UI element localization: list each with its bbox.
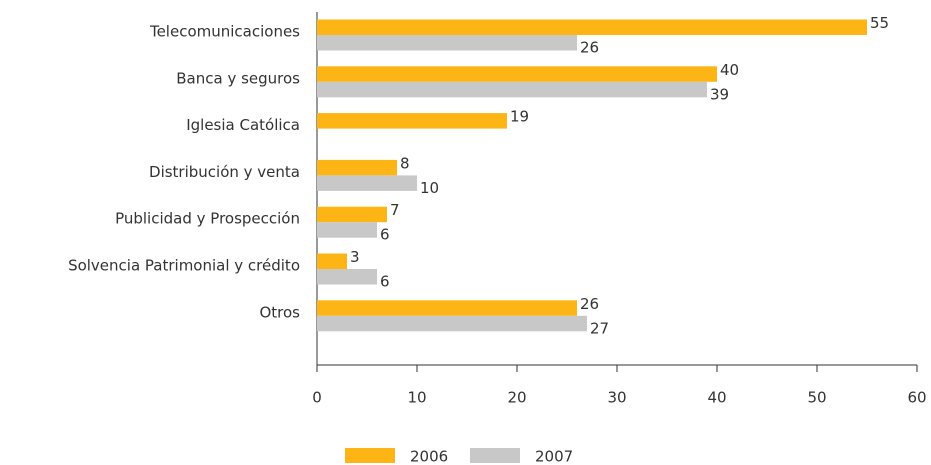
bar [317, 113, 507, 129]
data-label: 40 [720, 61, 739, 79]
y-tick-label: Publicidad y Prospección [115, 210, 300, 228]
bar [317, 222, 377, 238]
x-tick-label: 30 [607, 389, 626, 407]
y-tick-label: Banca y seguros [176, 69, 300, 87]
x-tick-label: 50 [807, 389, 826, 407]
data-label: 6 [380, 273, 390, 291]
legend-swatch [470, 448, 520, 463]
y-tick-label: Iglesia Católica [186, 116, 300, 134]
bar [317, 81, 707, 98]
bar [317, 66, 717, 82]
y-tick-label: Solvencia Patrimonial y crédito [68, 257, 300, 275]
bar [317, 159, 397, 176]
bar [317, 269, 377, 285]
x-tick-label: 10 [407, 389, 426, 407]
bar [317, 35, 577, 51]
legend-swatch [345, 448, 395, 463]
y-tick-label: Telecomunicaciones [149, 23, 300, 41]
data-label: 8 [400, 154, 410, 172]
data-label: 55 [870, 14, 889, 32]
bar [317, 253, 347, 269]
data-label: 26 [580, 39, 599, 57]
data-label: 27 [590, 319, 609, 337]
y-tick-label: Distribución y venta [149, 163, 300, 181]
data-label: 39 [710, 85, 729, 103]
x-tick-label: 60 [907, 389, 926, 407]
data-label: 26 [580, 295, 599, 313]
bar [317, 315, 587, 332]
x-tick-label: 40 [707, 389, 726, 407]
legend-label: 2007 [535, 448, 573, 465]
data-label: 6 [380, 226, 390, 244]
bar [317, 300, 577, 316]
legend-label: 2006 [410, 448, 448, 465]
data-label: 7 [390, 201, 400, 219]
bar [317, 206, 387, 223]
x-tick-label: 0 [312, 389, 322, 407]
bar [317, 175, 417, 191]
data-label: 3 [350, 248, 360, 266]
y-tick-label: Otros [259, 303, 300, 321]
data-label: 19 [510, 108, 529, 126]
x-tick-label: 20 [507, 389, 526, 407]
data-label: 10 [420, 179, 439, 197]
bar [317, 19, 867, 35]
